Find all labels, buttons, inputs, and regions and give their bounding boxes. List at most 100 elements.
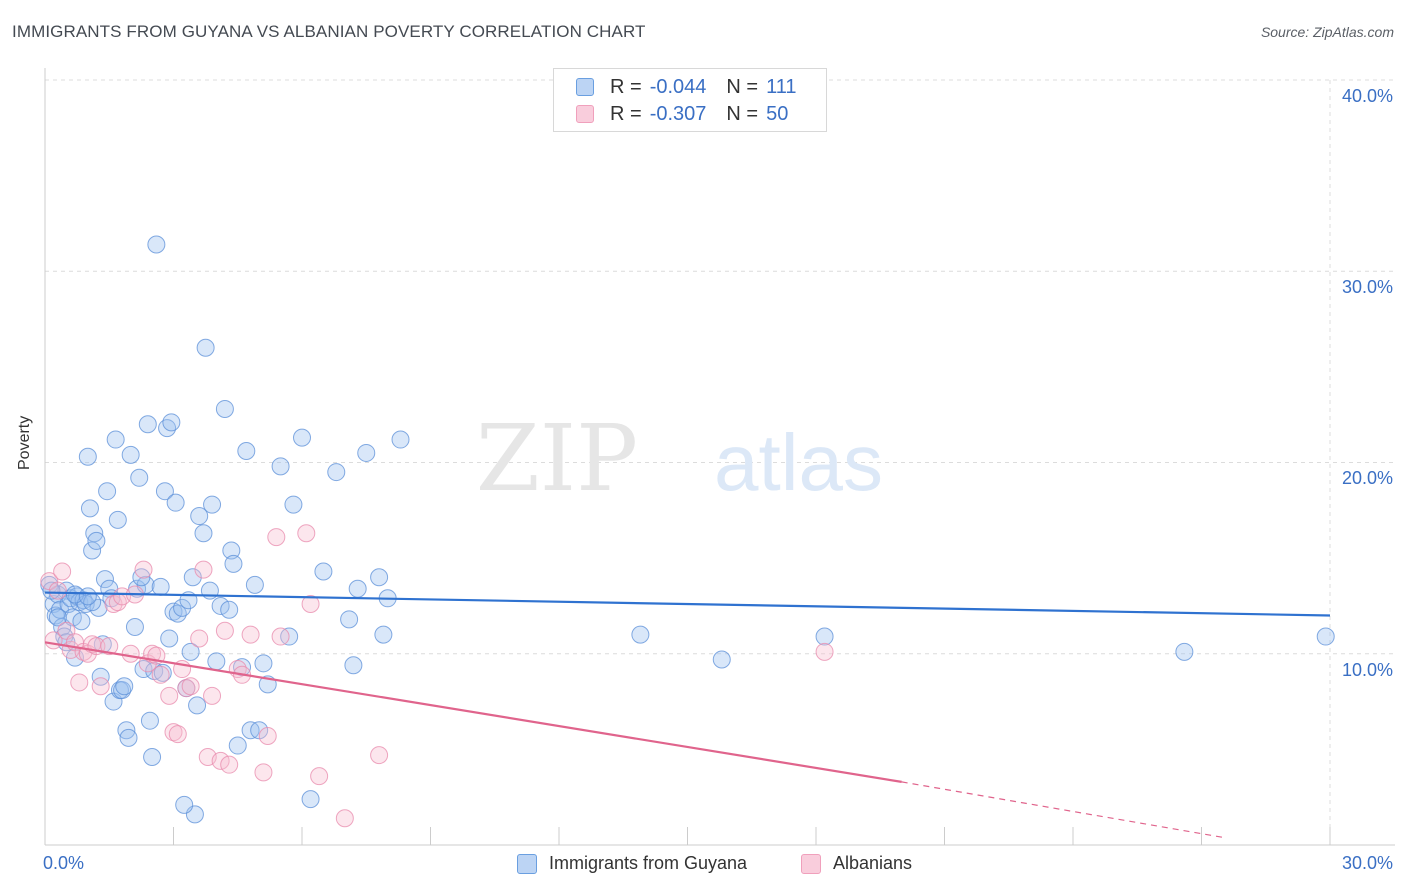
data-point (121, 644, 140, 663)
data-point (115, 677, 134, 696)
legend-swatch-pink (576, 105, 594, 123)
legend-item-albanians: Albanians (801, 853, 912, 874)
data-point (72, 612, 91, 631)
data-point (91, 667, 110, 686)
data-point (121, 445, 140, 464)
data-point (190, 507, 209, 526)
data-point (245, 575, 264, 594)
correlation-legend: R = -0.044 N = 111 R = -0.307 N = 50 (553, 68, 827, 132)
data-point (1316, 627, 1335, 646)
y-tick-label: 20.0% (1341, 468, 1393, 488)
r-label: R = (610, 102, 642, 125)
data-point (78, 447, 97, 466)
data-point (211, 596, 230, 615)
data-point (348, 579, 367, 598)
data-point (196, 338, 215, 357)
trend-lines (44, 591, 1331, 838)
n-value: 111 (766, 75, 797, 98)
n-label: N = (726, 75, 759, 98)
data-point (301, 790, 320, 809)
n-label: N = (726, 102, 759, 125)
data-point (175, 795, 194, 814)
data-point (271, 457, 290, 476)
data-point (220, 755, 239, 774)
data-point (95, 570, 114, 589)
data-point (117, 721, 136, 740)
data-point (391, 430, 410, 449)
data-point (271, 627, 290, 646)
legend-label: Albanians (833, 853, 913, 873)
data-point (258, 726, 277, 745)
data-point (203, 495, 222, 514)
data-point (98, 482, 117, 501)
data-point (207, 652, 226, 671)
data-point (162, 413, 181, 432)
data-point (1175, 642, 1194, 661)
source-label: Source: ZipAtlas.com (1260, 24, 1394, 40)
data-point (147, 235, 166, 254)
data-point (138, 415, 157, 434)
legend-row-guyana: R = -0.044 N = 111 (576, 75, 797, 99)
series-legend: Immigrants from Guyana Albanians (0, 853, 1406, 877)
data-point (119, 728, 138, 747)
legend-label: Immigrants from Guyana (549, 853, 748, 873)
data-point (370, 746, 389, 765)
data-point (48, 581, 67, 600)
data-point (254, 654, 273, 673)
data-point (87, 531, 106, 550)
r-value: -0.307 (649, 102, 707, 125)
data-point (215, 399, 234, 418)
data-point (106, 430, 125, 449)
data-point (173, 598, 192, 617)
data-point (335, 809, 354, 828)
data-point (160, 629, 179, 648)
data-point (297, 524, 316, 543)
y-tick-label: 10.0% (1341, 660, 1393, 680)
legend-item-guyana: Immigrants from Guyana (517, 853, 747, 874)
data-point (168, 725, 187, 744)
data-point (143, 748, 162, 767)
r-label: R = (610, 75, 642, 98)
data-point (70, 673, 89, 692)
watermark: ZIP atlas (476, 405, 883, 512)
data-point (211, 751, 230, 770)
trend-line-albanians (44, 641, 902, 783)
legend-row-albanians: R = -0.307 N = 50 (576, 102, 788, 126)
data-point (130, 468, 149, 487)
data-point (190, 629, 209, 648)
y-tick-label: 30.0% (1341, 277, 1393, 297)
series-guyana-points (40, 235, 1335, 824)
data-point (241, 625, 260, 644)
chart-title: IMMIGRANTS FROM GUYANA VS ALBANIAN POVER… (12, 22, 646, 41)
data-point (370, 568, 389, 587)
data-point (151, 577, 170, 596)
data-point (100, 637, 119, 656)
data-point (108, 510, 127, 529)
trend-line-guyana (44, 591, 1331, 617)
data-point (222, 541, 241, 560)
data-point (314, 562, 333, 581)
data-point (48, 608, 67, 627)
data-point (344, 656, 363, 675)
data-point (340, 610, 359, 629)
data-point (80, 499, 99, 518)
x-tick-label: 30.0% (1341, 853, 1393, 873)
watermark-zip: ZIP (476, 405, 638, 512)
data-point (224, 554, 243, 573)
data-point (151, 665, 170, 684)
data-point (91, 677, 110, 696)
data-point (357, 443, 376, 462)
data-point (140, 711, 159, 730)
data-point (237, 442, 256, 461)
data-point (155, 482, 174, 501)
data-point (815, 627, 834, 646)
data-point (78, 587, 97, 606)
data-point (134, 560, 153, 579)
data-point (181, 677, 200, 696)
data-point (194, 560, 213, 579)
data-point (301, 595, 320, 614)
data-point (631, 625, 650, 644)
r-value: -0.044 (649, 75, 707, 98)
data-point (85, 524, 104, 543)
